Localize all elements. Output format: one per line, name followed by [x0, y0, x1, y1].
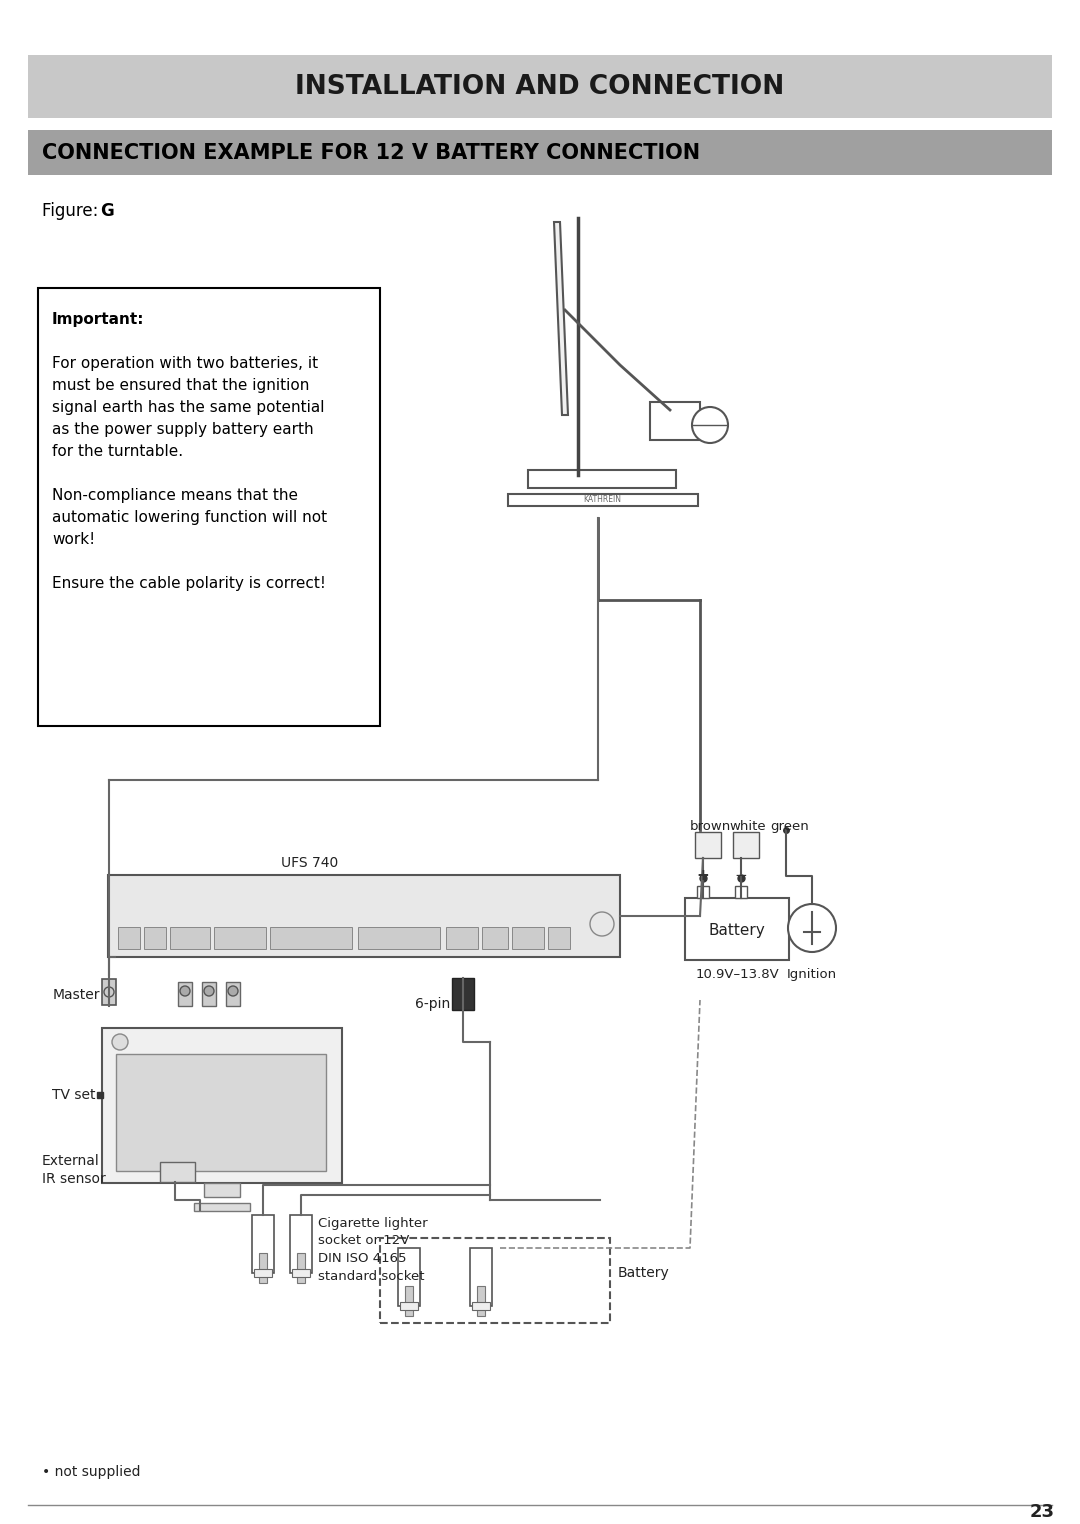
- Text: UFS 740: UFS 740: [282, 856, 339, 870]
- Text: +: +: [697, 869, 710, 882]
- Bar: [696, 832, 721, 858]
- Bar: [446, 927, 478, 949]
- Bar: [102, 978, 116, 1004]
- Circle shape: [112, 1033, 129, 1050]
- Bar: [259, 1253, 267, 1283]
- Bar: [291, 1215, 312, 1273]
- Bar: [144, 927, 166, 949]
- Text: TV set: TV set: [52, 1088, 95, 1102]
- Text: Ensure the cable polarity is correct!: Ensure the cable polarity is correct!: [52, 576, 326, 591]
- Bar: [512, 927, 544, 949]
- Bar: [38, 288, 380, 725]
- Text: External
IR sensor: External IR sensor: [42, 1154, 106, 1186]
- Bar: [178, 981, 192, 1006]
- Text: must be ensured that the ignition: must be ensured that the ignition: [52, 378, 309, 393]
- Bar: [400, 1301, 418, 1311]
- Bar: [380, 1237, 610, 1323]
- Text: for the turntable.: for the turntable.: [52, 443, 184, 459]
- Text: INSTALLATION AND CONNECTION: INSTALLATION AND CONNECTION: [295, 73, 785, 99]
- Bar: [28, 130, 1052, 175]
- Circle shape: [104, 988, 114, 997]
- Text: Ignition: Ignition: [787, 968, 837, 981]
- Text: Important:: Important:: [52, 312, 145, 328]
- Bar: [118, 927, 140, 949]
- Circle shape: [228, 986, 238, 997]
- Bar: [108, 875, 620, 957]
- Text: 10.9V–13.8V: 10.9V–13.8V: [696, 968, 779, 981]
- Bar: [528, 469, 676, 488]
- Bar: [214, 927, 266, 949]
- Bar: [204, 1183, 240, 1196]
- Bar: [508, 494, 698, 506]
- Text: 6-pin: 6-pin: [415, 997, 450, 1010]
- Bar: [194, 1202, 249, 1212]
- Bar: [548, 927, 570, 949]
- Bar: [297, 1253, 305, 1283]
- Bar: [116, 1055, 326, 1170]
- Bar: [650, 402, 700, 440]
- Text: green: green: [771, 820, 809, 834]
- Text: CONNECTION EXAMPLE FOR 12 V BATTERY CONNECTION: CONNECTION EXAMPLE FOR 12 V BATTERY CONN…: [42, 143, 700, 163]
- Text: Non-compliance means that the: Non-compliance means that the: [52, 488, 298, 503]
- Bar: [482, 927, 508, 949]
- Bar: [28, 55, 1052, 117]
- Bar: [470, 1248, 492, 1306]
- Text: Battery: Battery: [618, 1266, 670, 1280]
- Bar: [270, 927, 352, 949]
- Bar: [733, 832, 759, 858]
- Bar: [405, 1286, 413, 1317]
- Circle shape: [692, 407, 728, 443]
- Text: Cigarette lighter
socket or 12V
DIN ISO 4165
standard socket: Cigarette lighter socket or 12V DIN ISO …: [318, 1216, 428, 1283]
- Text: Master: Master: [53, 988, 100, 1001]
- Bar: [685, 898, 789, 960]
- Text: white: white: [730, 820, 767, 834]
- Bar: [252, 1215, 274, 1273]
- Polygon shape: [554, 223, 568, 415]
- Bar: [170, 927, 210, 949]
- Text: • not supplied: • not supplied: [42, 1465, 140, 1478]
- Bar: [160, 1161, 195, 1183]
- Text: For operation with two batteries, it: For operation with two batteries, it: [52, 357, 319, 370]
- Text: automatic lowering function will not: automatic lowering function will not: [52, 511, 327, 524]
- Circle shape: [180, 986, 190, 997]
- Bar: [254, 1269, 272, 1277]
- Bar: [697, 885, 708, 898]
- Bar: [399, 1248, 420, 1306]
- Text: brown: brown: [689, 820, 731, 834]
- Circle shape: [788, 904, 836, 952]
- Bar: [292, 1269, 310, 1277]
- Bar: [477, 1286, 485, 1317]
- Bar: [357, 927, 440, 949]
- Text: G: G: [100, 203, 113, 219]
- Bar: [202, 981, 216, 1006]
- Text: −: −: [734, 869, 747, 882]
- Text: Figure:: Figure:: [42, 203, 104, 219]
- Circle shape: [204, 986, 214, 997]
- Bar: [453, 978, 474, 1010]
- Bar: [472, 1301, 490, 1311]
- Bar: [735, 885, 747, 898]
- Circle shape: [590, 911, 615, 936]
- Text: work!: work!: [52, 532, 95, 547]
- Text: signal earth has the same potential: signal earth has the same potential: [52, 399, 324, 415]
- Bar: [102, 1029, 342, 1183]
- Text: KATHREIN: KATHREIN: [583, 494, 621, 503]
- Text: Battery: Battery: [708, 922, 766, 937]
- Text: 23: 23: [1029, 1503, 1054, 1521]
- Bar: [226, 981, 240, 1006]
- Text: as the power supply battery earth: as the power supply battery earth: [52, 422, 313, 437]
